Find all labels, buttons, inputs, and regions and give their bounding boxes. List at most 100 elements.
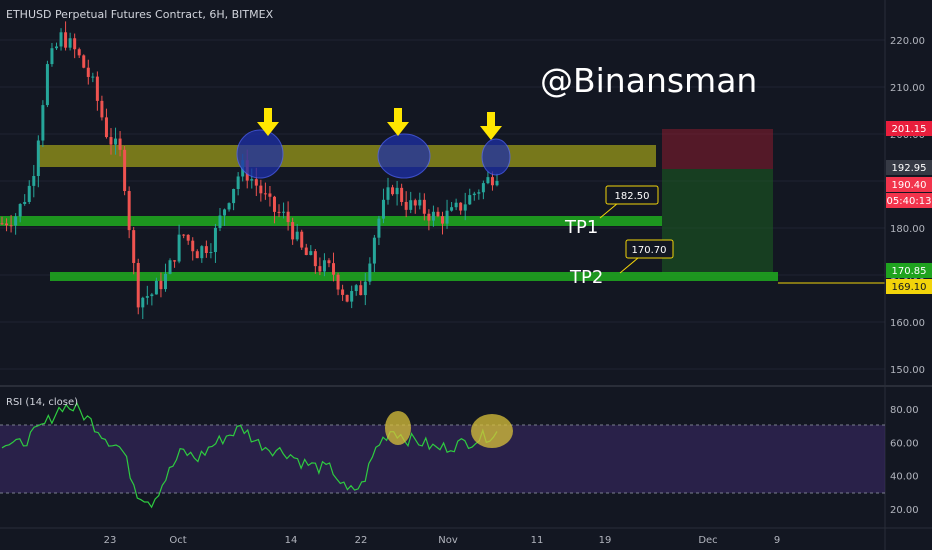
candle-body xyxy=(400,187,404,202)
candle-body xyxy=(368,263,372,282)
tp2-zone xyxy=(50,272,778,281)
time-tick-label: 23 xyxy=(104,535,117,546)
candle-body xyxy=(200,246,204,259)
candle-body xyxy=(263,193,267,195)
candle-body xyxy=(427,213,431,221)
time-axis: 23 Oct 14 22 Nov 11 19 Dec 9 xyxy=(104,535,781,546)
candle-body xyxy=(118,138,122,150)
stop-loss-zone xyxy=(662,129,773,169)
time-tick-label: 9 xyxy=(774,535,780,546)
candle-body xyxy=(109,137,113,145)
time-tick-label: 19 xyxy=(599,535,612,546)
candle-body xyxy=(413,200,417,206)
candle-body xyxy=(372,237,376,264)
tp2-axis-tag-bg xyxy=(886,263,932,278)
price-tick-label: 220.00 xyxy=(890,36,925,47)
tp1-label: TP1 xyxy=(564,217,598,238)
candle-body xyxy=(204,246,208,253)
candle-body xyxy=(254,179,258,186)
candle-body xyxy=(127,191,131,231)
arrow-down-icon xyxy=(387,108,409,136)
candle-body xyxy=(459,202,463,211)
candle-body xyxy=(436,211,440,217)
rsi-highlight-1 xyxy=(385,411,411,445)
candle-body xyxy=(168,260,172,274)
candle-body xyxy=(386,187,390,200)
candle-body xyxy=(45,64,49,106)
candle-body xyxy=(73,38,77,50)
arrow-down-icon xyxy=(480,112,502,140)
tp1-zone xyxy=(0,216,662,226)
candle-body xyxy=(0,223,4,225)
candle-body xyxy=(100,100,104,118)
candle-body xyxy=(445,210,449,224)
candle-body xyxy=(332,263,336,275)
candle-body xyxy=(295,231,299,240)
highlight-ellipse-3 xyxy=(481,138,511,176)
tp1-callout-value: 182.50 xyxy=(615,191,650,202)
tp1-callout-line xyxy=(599,202,619,219)
candle-body xyxy=(5,223,9,226)
tp1-callout-box xyxy=(605,185,659,205)
candle-body xyxy=(227,203,231,210)
candle-body xyxy=(182,234,186,236)
time-tick-label: 11 xyxy=(531,535,544,546)
candles xyxy=(0,21,499,320)
current-price-tag-bg xyxy=(886,177,932,192)
candle-body xyxy=(68,38,72,48)
candle-body xyxy=(404,201,408,210)
candle-body xyxy=(463,204,467,211)
candle-body xyxy=(114,138,118,145)
candle-body xyxy=(91,76,95,78)
candle-body xyxy=(486,177,490,184)
candle-body xyxy=(409,200,413,210)
candle-body xyxy=(395,187,399,195)
candle-body xyxy=(431,211,435,221)
candle-body xyxy=(322,260,326,272)
candle-body xyxy=(223,209,227,216)
take-profit-zone xyxy=(662,169,773,273)
candle-body xyxy=(163,273,167,290)
candle-body xyxy=(477,192,481,194)
candle-body xyxy=(209,252,213,254)
candle-body xyxy=(422,199,426,214)
candle-body xyxy=(141,297,145,308)
candle-body xyxy=(59,32,63,47)
stop-price-tag-bg xyxy=(886,121,932,136)
candle-body xyxy=(341,289,345,295)
resistance-zone xyxy=(38,145,656,167)
candle-body xyxy=(136,262,140,308)
highlight-ellipse-2 xyxy=(377,133,431,179)
candle-body xyxy=(345,294,349,302)
candle-body xyxy=(259,185,263,194)
candle-body xyxy=(359,285,363,296)
price-tick-label: 150.00 xyxy=(890,365,925,376)
candle-body xyxy=(159,280,163,290)
candle-body xyxy=(14,216,18,226)
candle-body xyxy=(18,203,22,217)
rsi-line xyxy=(1,401,498,509)
candle-body xyxy=(336,274,340,290)
price-tick-label: 210.00 xyxy=(890,83,925,94)
watermark: @Binansman xyxy=(540,61,757,100)
rsi-tick-label: 40.00 xyxy=(890,472,919,483)
candle-body xyxy=(391,187,395,195)
candle-body xyxy=(304,247,308,255)
candle-body xyxy=(27,185,31,202)
candle-body xyxy=(132,230,136,263)
candle-body xyxy=(441,216,445,224)
candle-body xyxy=(82,55,86,68)
candle-body xyxy=(23,201,27,204)
rsi-band xyxy=(0,425,885,493)
chart-title: ETHUSD Perpetual Futures Contract, 6H, B… xyxy=(6,8,274,21)
time-tick-label: Dec xyxy=(698,535,717,546)
candle-body xyxy=(354,285,358,292)
candle-body xyxy=(36,140,40,177)
candle-body xyxy=(195,251,199,259)
candle-body xyxy=(286,211,290,223)
candle-body xyxy=(218,215,222,228)
candle-body xyxy=(490,177,494,186)
candle-body xyxy=(309,251,313,255)
candle-body xyxy=(9,225,13,227)
